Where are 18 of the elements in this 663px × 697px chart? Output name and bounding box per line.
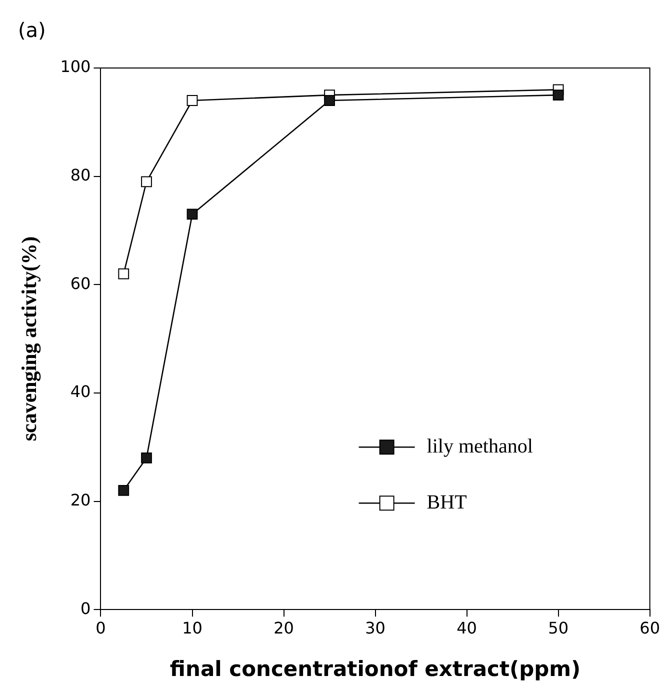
y-tick-label: 100 <box>60 57 91 76</box>
legend-label: BHT <box>426 491 467 514</box>
y-tick-label: 0 <box>80 598 91 618</box>
y-tick-label: 40 <box>70 382 91 402</box>
x-tick-label: 40 <box>456 618 477 638</box>
x-tick-label: 10 <box>182 618 202 638</box>
y-tick-label: 80 <box>70 165 91 184</box>
legend-label: lily methanol <box>426 435 534 458</box>
text: (a) <box>18 18 46 42</box>
x-tick-label: 30 <box>365 618 386 638</box>
x-axis-title: final concentrationof extract(ppm) <box>170 656 581 681</box>
x-tick-label: 20 <box>274 618 294 638</box>
x-tick-label: 0 <box>96 618 106 638</box>
y-tick-label: 60 <box>70 274 91 293</box>
y-axis-title: scavenging activity(%) <box>17 236 42 442</box>
x-tick-label: 50 <box>548 618 568 638</box>
y-tick-label: 20 <box>70 490 91 510</box>
x-tick-label: 60 <box>640 618 660 638</box>
